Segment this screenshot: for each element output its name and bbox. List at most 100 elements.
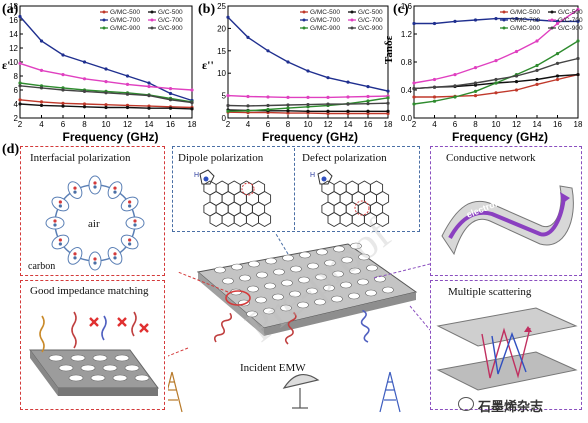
data-point <box>226 109 230 113</box>
sheet-hole <box>248 260 260 268</box>
data-point <box>266 95 270 99</box>
data-point <box>386 89 390 93</box>
legend-label: G/MC-900 <box>510 25 540 32</box>
data-point <box>473 89 478 93</box>
sheet-hole <box>333 245 345 253</box>
hex-ring <box>245 211 259 228</box>
y-tick-label: 1.6 <box>401 2 413 11</box>
data-point <box>514 80 519 84</box>
data-point <box>306 95 310 99</box>
sheet-hole <box>357 278 369 286</box>
hex-ring <box>376 211 390 228</box>
satellite-dish <box>282 373 320 409</box>
data-point <box>18 98 22 102</box>
sheet-hole <box>314 298 326 306</box>
data-point <box>286 109 290 113</box>
legend-marker <box>350 18 354 22</box>
pore-ellipse <box>67 181 83 199</box>
data-point <box>453 95 457 99</box>
hex-ring <box>233 211 247 228</box>
data-point <box>82 77 87 81</box>
carbon-label: carbon <box>28 261 55 272</box>
x-tick-label: 6 <box>266 120 271 129</box>
sheet-hole <box>214 266 226 274</box>
incident-emw-label: Incident EMW <box>240 362 306 374</box>
data-point <box>61 88 65 92</box>
data-point <box>168 106 173 110</box>
data-point <box>246 35 250 39</box>
data-point <box>494 81 498 85</box>
data-point <box>104 105 108 110</box>
hex-ring <box>327 211 341 228</box>
data-point <box>125 92 130 96</box>
data-point <box>39 86 44 90</box>
data-point <box>326 109 330 113</box>
chart-a-ylabel: ε' <box>2 58 11 72</box>
legend-label: G/MC-500 <box>310 9 340 16</box>
x-tick-label: 8 <box>286 120 291 129</box>
brand-text: 石墨烯杂志 <box>478 400 544 415</box>
data-point <box>346 102 350 106</box>
charge-dot <box>113 252 117 256</box>
x-tick-label: 6 <box>453 120 458 129</box>
sheet-hole <box>222 277 234 285</box>
chart-b-ylabel: ε'' <box>202 58 214 72</box>
data-point <box>18 61 22 65</box>
sheet-hole <box>350 242 362 250</box>
data-point <box>147 84 151 89</box>
data-point <box>432 21 437 26</box>
y-tick-label: 16 <box>9 16 18 25</box>
data-point <box>366 94 370 99</box>
legend-marker <box>102 26 106 30</box>
nitrogen-atom <box>203 176 209 182</box>
y-tick-label: 0.4 <box>401 86 413 95</box>
data-point <box>82 102 87 106</box>
charge-dot <box>93 185 97 189</box>
data-point <box>306 109 310 113</box>
dipole-defect-box <box>172 146 420 232</box>
chart-c: 2 4 6 8 10 12 14 16 18 0.0 0.4 0.8 1.2 1.6 G/MC-500 G/C… <box>401 2 583 129</box>
y-tick-label: 8 <box>14 72 19 81</box>
data-point <box>82 60 87 64</box>
data-point <box>535 18 539 22</box>
data-point <box>555 21 560 26</box>
sheet-hole <box>365 289 377 297</box>
data-point <box>61 73 65 77</box>
data-point <box>286 60 290 64</box>
sheet-hole <box>349 267 361 275</box>
data-point <box>82 105 87 109</box>
electron-arrow <box>560 192 570 204</box>
sheet-hole <box>264 282 276 290</box>
sheet-hole <box>299 251 311 259</box>
y-tick-label: 0.8 <box>401 58 413 67</box>
data-point <box>412 87 416 91</box>
data-point <box>555 77 560 82</box>
data-point <box>190 101 194 105</box>
data-point <box>386 111 390 116</box>
data-point <box>147 106 151 110</box>
data-point <box>555 52 560 56</box>
legend-marker <box>102 18 106 22</box>
legend-label: G/MC-500 <box>110 9 140 16</box>
hex-ring <box>258 211 272 228</box>
data-point <box>432 77 437 82</box>
data-point <box>473 94 478 98</box>
multiple-scattering-box <box>430 280 582 410</box>
panel-b-label: (b) <box>198 2 216 17</box>
data-point <box>386 101 390 105</box>
data-point <box>82 89 87 93</box>
pore-ellipse <box>67 247 83 265</box>
data-point <box>432 99 437 103</box>
x-tick-label: 18 <box>188 120 197 129</box>
sheet-hole <box>348 292 360 300</box>
pore-ellipse <box>125 216 145 230</box>
data-point <box>453 73 457 77</box>
data-point <box>494 17 498 21</box>
pore-ellipse <box>107 247 123 265</box>
charge-dot <box>128 204 132 208</box>
x-tick-label: 10 <box>492 120 501 129</box>
data-point <box>125 105 130 110</box>
sheet-hole <box>307 262 319 270</box>
data-point <box>306 105 310 109</box>
data-point <box>18 81 22 85</box>
